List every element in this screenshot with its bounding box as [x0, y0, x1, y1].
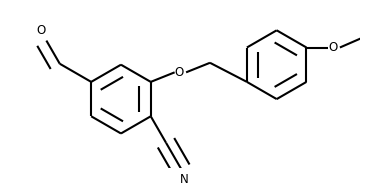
- Text: O: O: [329, 41, 338, 54]
- Text: N: N: [180, 173, 188, 186]
- Text: O: O: [175, 66, 184, 79]
- Text: O: O: [36, 24, 45, 37]
